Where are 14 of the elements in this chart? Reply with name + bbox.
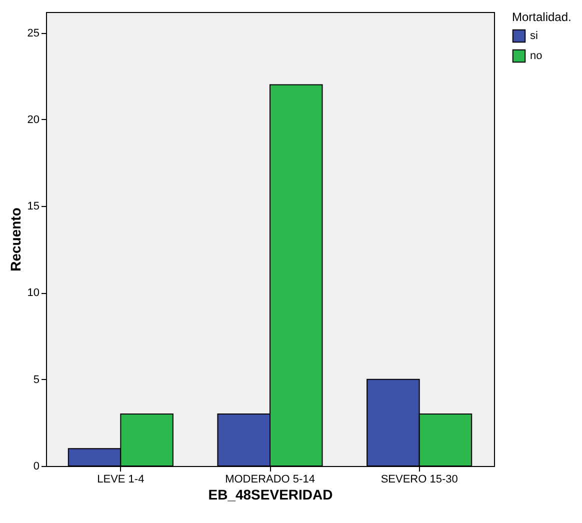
y-tick-label: 10 xyxy=(27,287,40,300)
y-tick-label: 0 xyxy=(33,460,40,472)
x-axis-title: EB_48SEVERIDAD xyxy=(208,486,333,502)
legend-label: si xyxy=(530,30,538,42)
x-tick-label: SEVERO 15-30 xyxy=(380,474,458,486)
y-tick-label: 15 xyxy=(27,200,40,213)
x-tick-label: LEVE 1-4 xyxy=(97,474,144,486)
y-tick-label: 20 xyxy=(27,114,40,126)
x-tick-label: MODERADO 5-14 xyxy=(225,474,315,486)
y-tick-label: 25 xyxy=(27,27,40,40)
legend-title: Mortalidad. xyxy=(512,10,572,24)
y-tick-label: 5 xyxy=(33,374,40,386)
legend-label: no xyxy=(530,50,542,62)
y-axis-title: Recuento xyxy=(7,208,24,272)
